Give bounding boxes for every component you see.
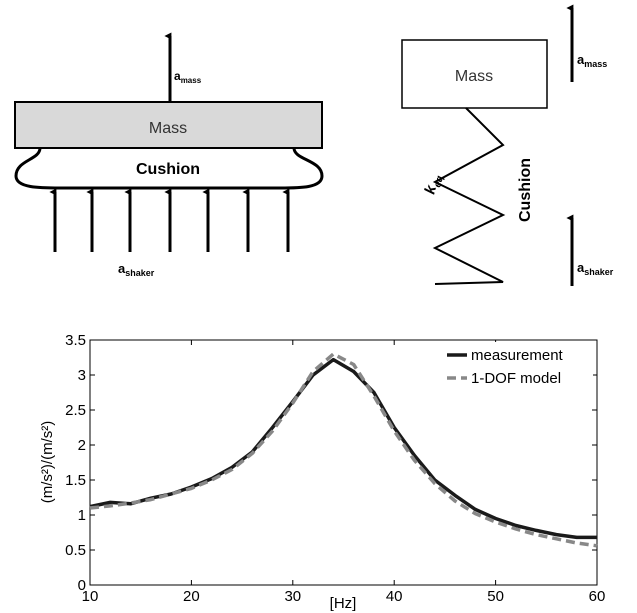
mass-label: Mass	[455, 68, 493, 85]
mass-block	[14, 101, 323, 149]
legend-label: measurement	[471, 347, 564, 364]
diagram-right: Mass keq Cushion amass ashaker	[401, 4, 614, 286]
mass-label: Mass	[149, 120, 187, 137]
subscript: eq	[432, 175, 446, 189]
diagram-left: amass Mass Cushion ashaker	[14, 32, 324, 278]
y-tick-label: 2.5	[65, 402, 86, 419]
mass-block	[401, 39, 548, 109]
accel-label: amass	[174, 69, 202, 85]
x-tick-label: 20	[183, 588, 200, 605]
subscript: mass	[584, 59, 607, 69]
accel-label: ashaker	[118, 261, 155, 278]
spring	[432, 107, 506, 285]
legend-box	[443, 342, 593, 392]
subscript: shaker	[125, 268, 155, 278]
chart: [Hz] (m/s²)/(m/s²) 0 0.5 1 1.5 2 2.5 3 3.5 10 20 3…	[39, 332, 605, 612]
subscript: mass	[181, 76, 202, 85]
accel-label: amass	[577, 52, 607, 69]
x-tick-label: 40	[386, 588, 403, 605]
accel-label: ashaker	[577, 260, 614, 277]
y-tick-label: 2	[78, 437, 86, 454]
subscript: shaker	[584, 267, 614, 277]
shaker-arrows	[49, 188, 290, 252]
x-tick-label: 60	[589, 588, 606, 605]
cushion-label: Cushion	[517, 158, 534, 222]
legend-label: 1-DOF model	[471, 370, 561, 387]
y-tick-label: 0	[78, 577, 86, 594]
x-tick-label: 10	[82, 588, 99, 605]
x-axis-label: [Hz]	[330, 595, 357, 612]
y-tick-label: 0.5	[65, 542, 86, 559]
y-tick-label: 1	[78, 507, 86, 524]
spring-label: keq	[421, 172, 445, 197]
series-line	[89, 352, 598, 548]
y-tick-label: 3	[78, 367, 86, 384]
y-tick-label: 1.5	[65, 472, 86, 489]
cushion-outline	[14, 147, 324, 190]
y-tick-label: 3.5	[65, 332, 86, 349]
x-tick-label: 30	[284, 588, 301, 605]
symbol: a	[577, 52, 585, 67]
x-tick-label: 50	[487, 588, 504, 605]
cushion-label: Cushion	[136, 161, 200, 178]
symbol: a	[174, 69, 181, 83]
y-axis-label: (m/s²)/(m/s²)	[39, 421, 56, 503]
symbol: a	[577, 260, 585, 275]
symbol: a	[118, 261, 126, 276]
